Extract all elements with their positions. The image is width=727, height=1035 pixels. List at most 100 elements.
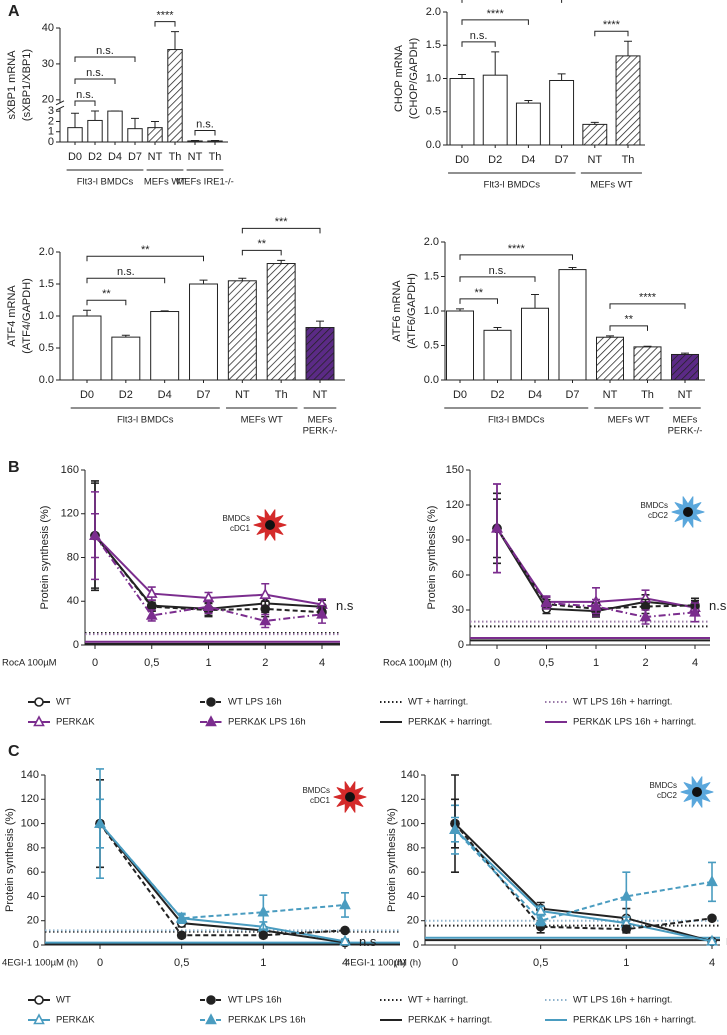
- y-tick-label: 90: [452, 534, 464, 546]
- bar: [672, 354, 699, 380]
- series-line: [100, 824, 345, 919]
- legend-label: PERKΔK + harringt.: [408, 1015, 492, 1026]
- y-tick-label: 80: [27, 842, 39, 854]
- y-tick-label: 0: [413, 939, 419, 951]
- cell-nucleus: [692, 787, 702, 797]
- bar: [634, 347, 661, 380]
- cell-label: BMDCs: [640, 501, 668, 510]
- marker: [259, 931, 267, 939]
- y-tick-label: 0: [458, 639, 464, 651]
- legend-label: PERKΔK: [56, 717, 95, 728]
- y-tick-label: 60: [407, 866, 419, 878]
- marker: [96, 819, 105, 828]
- y-tick-label: 0.5: [39, 342, 54, 354]
- x-tick-label: Th: [622, 154, 635, 166]
- error-bar: [316, 321, 324, 327]
- marker: [35, 1015, 44, 1024]
- error-bar: [624, 41, 632, 56]
- bar: [128, 129, 142, 142]
- legend-label: PERKΔK LPS 16h: [228, 717, 306, 728]
- y-axis-label: ATF4 mRNA: [6, 285, 18, 347]
- panel-label: B: [8, 459, 20, 476]
- x-tick-label: 0: [452, 957, 458, 969]
- y-tick-label: 0.0: [426, 139, 441, 151]
- annotation: n.s: [709, 598, 727, 613]
- x-tick-label: D7: [128, 151, 142, 163]
- cell-label: cDC1: [230, 524, 251, 533]
- series-line: [455, 830, 712, 921]
- significance-label: **: [257, 238, 266, 250]
- x-tick-label: D0: [80, 389, 94, 401]
- error-bar: [200, 280, 208, 284]
- y-axis-label: CHOP mRNA: [393, 44, 405, 112]
- y-tick-label: 100: [401, 817, 419, 829]
- x-tick-label: 1: [205, 657, 211, 669]
- bar: [522, 308, 549, 380]
- significance-bracket: [462, 20, 528, 25]
- x-tick-label: Th: [275, 389, 288, 401]
- significance-bracket: [460, 299, 498, 304]
- significance-label: n.s.: [470, 30, 488, 42]
- y-tick-label: 1.0: [39, 310, 54, 322]
- significance-label: n.s.: [489, 265, 507, 277]
- legend-label: WT + harringt.: [408, 697, 468, 708]
- x-tick-label: D2: [119, 389, 133, 401]
- x-tick-label: Th: [641, 389, 654, 401]
- bar: [190, 284, 218, 380]
- significance-bracket: [75, 79, 115, 84]
- y-tick-label: 1.5: [424, 270, 439, 282]
- y-tick-label: 120: [21, 793, 39, 805]
- significance-bracket: [87, 300, 126, 305]
- y-axis-label: Protein synthesis (%): [4, 808, 16, 912]
- bar: [483, 75, 507, 145]
- bar: [168, 50, 182, 142]
- significance-label: ****: [639, 292, 657, 304]
- bar: [450, 79, 474, 146]
- x-tick-label: D4: [528, 389, 542, 401]
- significance-label: **: [624, 314, 633, 326]
- significance-label: n.s.: [96, 45, 114, 57]
- x-tick-label: D4: [108, 151, 122, 163]
- x-tick-label: 4: [709, 957, 715, 969]
- y-tick-label: 20: [27, 915, 39, 927]
- bar: [188, 141, 202, 142]
- annotation: n.s: [336, 598, 354, 613]
- cell-label: BMDCs: [302, 786, 330, 795]
- x-tick-label: 2: [262, 657, 268, 669]
- marker: [341, 926, 349, 934]
- x-tick-label: D7: [555, 154, 569, 166]
- bar: [616, 56, 640, 145]
- significance-label: n.s.: [196, 118, 214, 130]
- x-tick-label: 0,5: [539, 657, 554, 669]
- cell-label: BMDCs: [222, 514, 250, 523]
- bar: [151, 312, 179, 380]
- panel-label: C: [8, 743, 20, 760]
- error-bar: [531, 294, 539, 308]
- y-tick-label: 0.5: [424, 339, 439, 351]
- x-tick-label: 2: [642, 657, 648, 669]
- significance-label: ***: [275, 216, 289, 228]
- x-tick-label: D2: [488, 154, 502, 166]
- y-axis-label: (ATF6/GAPDH): [406, 273, 418, 349]
- error-bar: [491, 52, 499, 75]
- group-label: PERK-/-: [668, 426, 703, 437]
- group-label: MEFs: [308, 415, 333, 426]
- y-axis-label: sXBP1 mRNA: [6, 50, 18, 120]
- significance-bracket: [460, 255, 573, 260]
- error-bar: [83, 310, 91, 316]
- legend-label: WT + harringt.: [408, 995, 468, 1006]
- error-bar: [131, 118, 139, 128]
- x-tick-label: D4: [521, 154, 535, 166]
- legend-label: PERKΔK LPS 16h + harringt.: [573, 1015, 696, 1026]
- legend-label: PERKΔK LPS 16h: [228, 1015, 306, 1026]
- group-label: Flt3-l BMDCs: [484, 180, 541, 191]
- bar: [516, 103, 540, 145]
- bar: [306, 328, 334, 380]
- series-line: [100, 824, 345, 943]
- x-tick-label: D0: [453, 389, 467, 401]
- x-axis-label: 4EGI-1 100µM (h): [2, 958, 78, 969]
- group-label: MEFs IRE1-/-: [176, 177, 234, 188]
- series-line: [100, 824, 345, 942]
- significance-label: n.s.: [117, 266, 135, 278]
- error-bar: [151, 121, 159, 127]
